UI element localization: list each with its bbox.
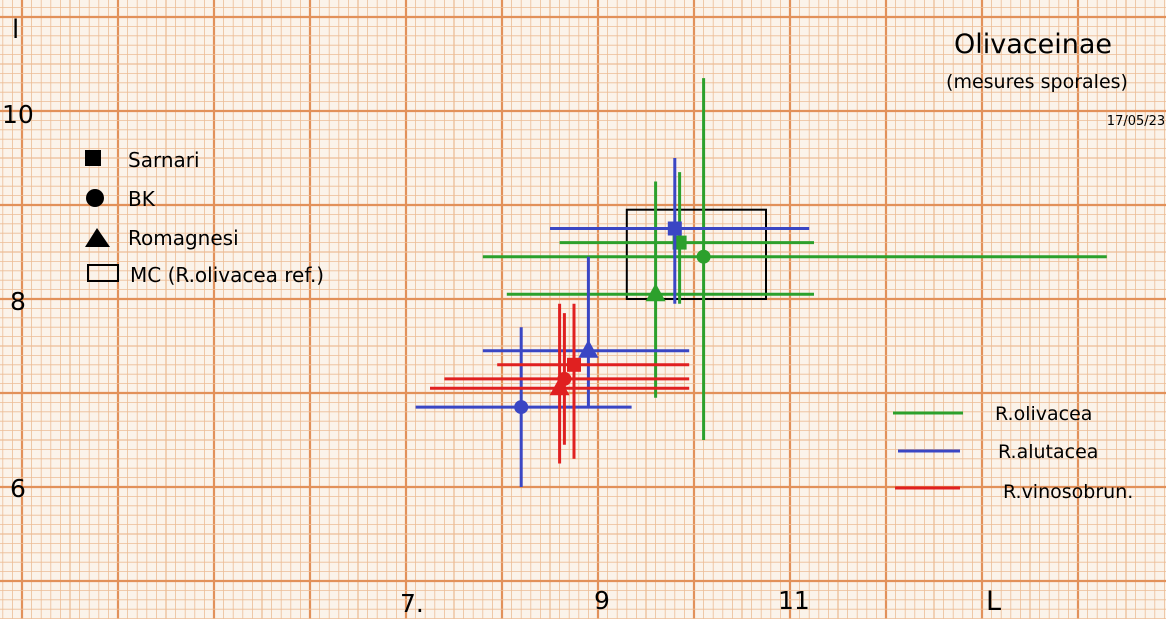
series-rvinosobrun xyxy=(430,303,690,464)
x-tick-label: 11 xyxy=(778,586,810,615)
data-point-circle xyxy=(696,249,711,264)
triangle-marker-icon xyxy=(85,228,110,247)
reference-box xyxy=(625,208,767,300)
series-legend: R.olivacea R.alutacea R.vinosobrun. xyxy=(893,403,1133,503)
x-axis-label: L xyxy=(986,586,1001,617)
chart-subtitle: (mesures sporales) xyxy=(946,71,1128,93)
legend-label: R.vinosobrun. xyxy=(1003,481,1133,503)
marker-legend: Sarnari BK Romagnesi MC (R.olivacea ref.… xyxy=(85,148,324,287)
x-tick-label: 7. xyxy=(400,589,424,618)
legend-label: R.olivacea xyxy=(995,403,1092,425)
data-point-square xyxy=(567,357,581,372)
y-axis-label: l xyxy=(12,15,19,45)
data-point-square xyxy=(667,221,682,236)
x-tick-label: 9 xyxy=(594,586,610,615)
series-rolivacea xyxy=(482,78,1107,440)
data-point-triangle xyxy=(645,283,666,302)
chart-title: Olivaceinae xyxy=(954,29,1112,60)
series-ralutacea xyxy=(415,158,810,487)
square-marker-icon xyxy=(85,150,101,166)
y-tick-label: 8 xyxy=(10,287,26,316)
chart-date: 17/05/23 xyxy=(1107,114,1165,129)
marker-legend-label: Romagnesi xyxy=(128,226,239,250)
y-tick-label: 6 xyxy=(10,474,26,503)
series-group xyxy=(415,78,1107,487)
data-point-triangle xyxy=(549,377,570,396)
data-point-triangle xyxy=(578,339,599,358)
marker-legend-label: Sarnari xyxy=(128,148,200,172)
data-point-circle xyxy=(514,400,529,415)
open-square-marker-icon xyxy=(87,264,119,282)
circle-marker-icon xyxy=(86,189,104,207)
marker-legend-label: MC (R.olivacea ref.) xyxy=(130,263,324,287)
y-tick-label: 10 xyxy=(2,100,34,129)
reference-rectangle xyxy=(625,208,767,300)
marker-legend-label: BK xyxy=(128,187,156,211)
legend-label: R.alutacea xyxy=(998,441,1098,463)
